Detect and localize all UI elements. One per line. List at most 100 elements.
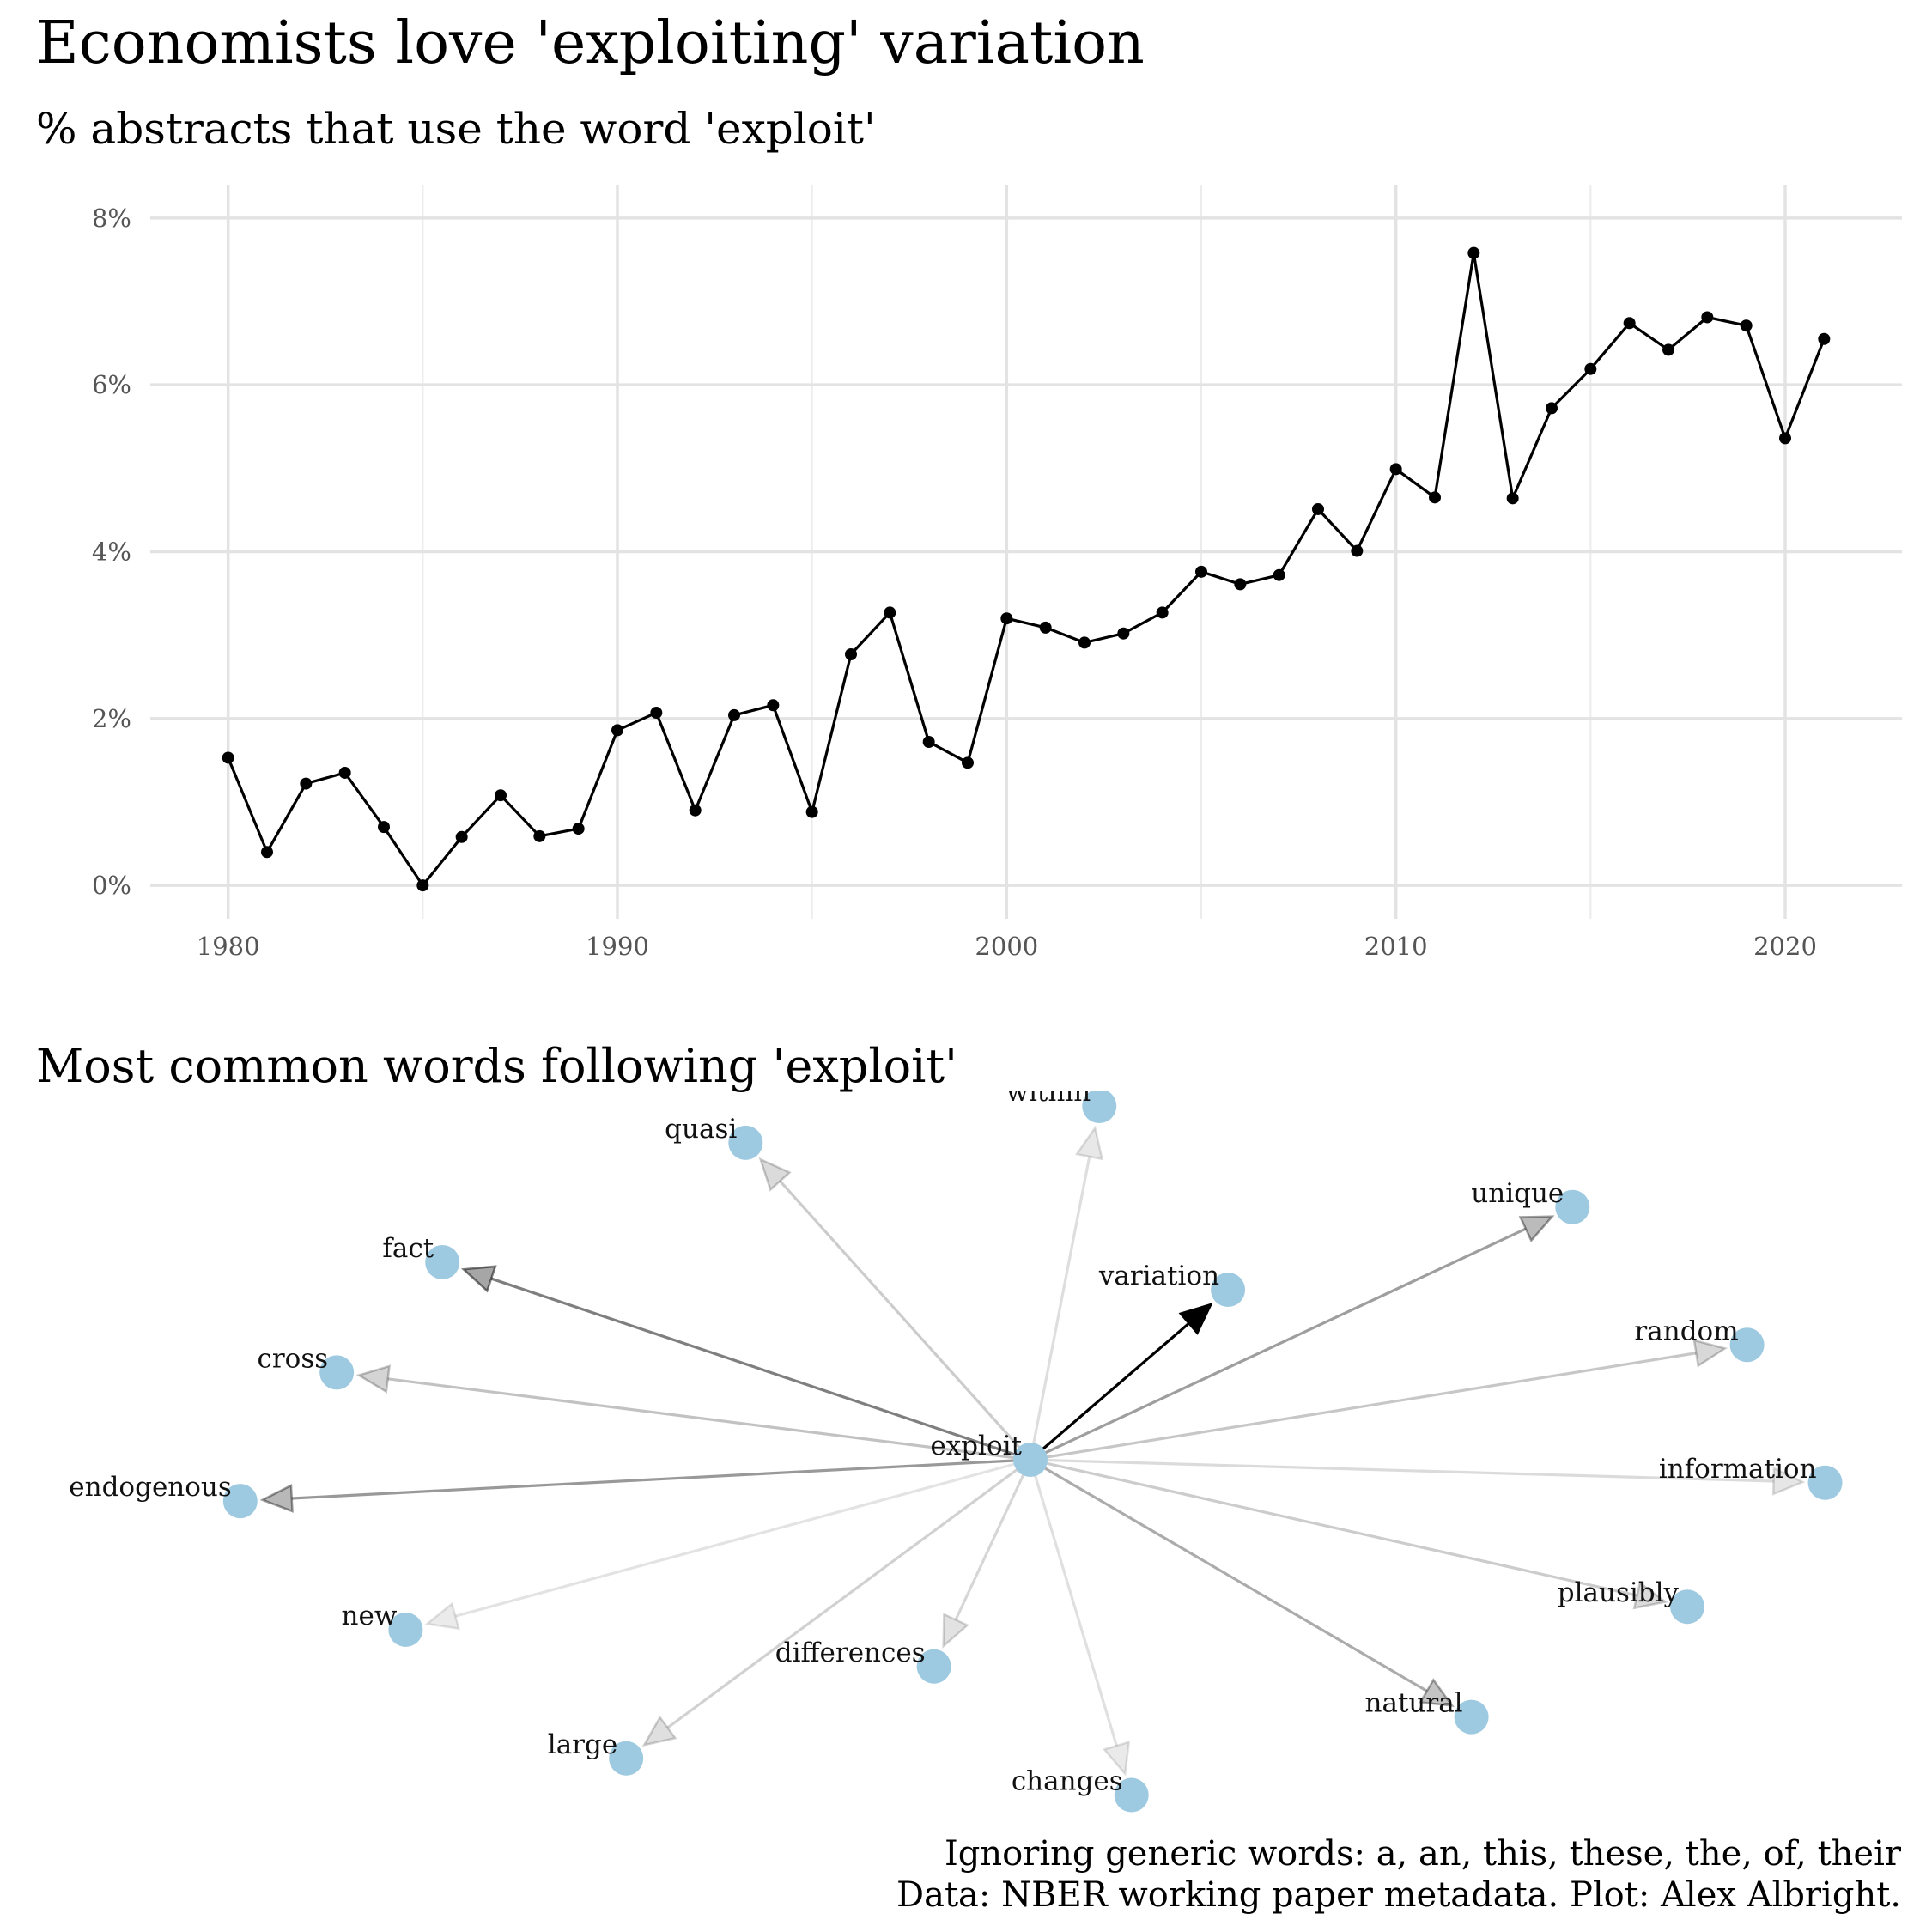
- data-point: [416, 879, 429, 892]
- nodes: [222, 1091, 1843, 1813]
- caption-line-1: Ignoring generic words: a, an, this, the…: [944, 1834, 1901, 1874]
- data-point: [495, 789, 507, 802]
- data-point: [1000, 612, 1013, 625]
- data-point: [455, 830, 468, 843]
- node-label-random: random: [1634, 1315, 1738, 1346]
- x-tick-label: 1990: [586, 932, 649, 961]
- edge-cross: [355, 1364, 1031, 1461]
- line-chart: 0% 2% 4% 6% 8% 1980 1990 2000 2010 2020: [92, 185, 1902, 961]
- caption: Ignoring generic words: a, an, this, the…: [896, 1833, 1901, 1916]
- data-point: [1429, 491, 1441, 504]
- node-label-changes: changes: [1012, 1766, 1123, 1797]
- node-label-new: new: [342, 1601, 398, 1631]
- network-chart: exploit variation fact endogenous unique natu…: [69, 1091, 1843, 1813]
- edge-variation: [1029, 1302, 1213, 1461]
- data-point: [300, 777, 313, 790]
- node-changes: [1114, 1777, 1149, 1813]
- data-point: [689, 804, 702, 817]
- edge-differences: [942, 1459, 1032, 1649]
- node-label-cross: cross: [257, 1343, 328, 1374]
- edge-new: [424, 1458, 1031, 1631]
- node-label-information: information: [1659, 1454, 1817, 1485]
- node-cross: [319, 1355, 355, 1390]
- edge-unique: [1030, 1215, 1555, 1461]
- node-variation: [1211, 1273, 1246, 1308]
- data-point: [533, 829, 546, 842]
- node-label-differences: differences: [775, 1637, 926, 1668]
- node-within: [1082, 1091, 1117, 1124]
- data-point: [1467, 246, 1480, 259]
- node-label-plausibly: plausibly: [1558, 1577, 1680, 1608]
- data-point: [922, 736, 935, 749]
- grid: [150, 185, 1902, 919]
- edge-natural: [1030, 1458, 1455, 1708]
- node-quasi: [728, 1125, 763, 1160]
- chart-title: Economists love 'exploiting' variation: [36, 9, 1145, 77]
- chart-subtitle: % abstracts that use the word 'exploit': [36, 104, 876, 154]
- data-point: [1623, 317, 1636, 330]
- data-point: [1273, 568, 1285, 581]
- x-tick-label: 2010: [1364, 932, 1428, 961]
- data-point: [611, 724, 623, 737]
- data-point: [1779, 432, 1791, 445]
- edge-endogenous: [259, 1458, 1031, 1513]
- edge-within: [1029, 1125, 1104, 1461]
- data-point: [1546, 402, 1558, 415]
- series: [222, 246, 1831, 892]
- node-plausibly: [1670, 1589, 1705, 1625]
- data-point: [962, 756, 974, 769]
- node-label-fact: fact: [382, 1233, 434, 1264]
- data-point: [1818, 332, 1831, 345]
- series-line: [227, 252, 1826, 887]
- node-label-endogenous: endogenous: [69, 1472, 232, 1503]
- data-point: [1117, 627, 1130, 640]
- data-point: [1156, 606, 1169, 619]
- node-exploit: [1013, 1443, 1048, 1477]
- axis-ticks: 0% 2% 4% 6% 8% 1980 1990 2000 2010 2020: [92, 204, 1817, 961]
- data-point: [1078, 636, 1091, 649]
- node-unique: [1555, 1189, 1590, 1224]
- edge-fact: [460, 1265, 1031, 1461]
- data-point: [805, 805, 818, 818]
- node-label-large: large: [548, 1729, 617, 1760]
- data-point: [1662, 343, 1674, 356]
- node-label-natural: natural: [1365, 1688, 1463, 1719]
- y-tick-label: 6%: [92, 370, 131, 399]
- data-point: [572, 823, 585, 835]
- node-labels: exploit variation fact endogenous unique natu…: [69, 1091, 1816, 1797]
- edge-random: [1030, 1339, 1728, 1461]
- data-point: [1389, 463, 1402, 476]
- data-point: [884, 606, 896, 619]
- data-point: [1351, 544, 1364, 557]
- node-label-variation: variation: [1098, 1261, 1219, 1291]
- edge-plausibly: [1030, 1458, 1668, 1610]
- x-tick-label: 1980: [197, 932, 260, 961]
- edge-information: [1030, 1458, 1806, 1496]
- data-point: [1312, 502, 1324, 515]
- node-endogenous: [222, 1484, 258, 1519]
- node-natural: [1454, 1699, 1489, 1735]
- node-random: [1729, 1327, 1765, 1363]
- data-point: [767, 699, 780, 712]
- data-point: [1584, 362, 1597, 375]
- edge-changes: [1029, 1459, 1131, 1777]
- data-point: [1740, 319, 1753, 332]
- data-point: [261, 846, 273, 859]
- node-label-unique: unique: [1471, 1178, 1564, 1209]
- node-label-quasi: quasi: [665, 1114, 737, 1145]
- data-point: [222, 751, 234, 764]
- data-point: [1701, 311, 1714, 324]
- edge-large: [641, 1458, 1031, 1747]
- y-tick-label: 2%: [92, 704, 131, 733]
- data-point: [650, 707, 663, 720]
- data-point: [1234, 578, 1247, 591]
- data-point: [338, 766, 351, 779]
- node-fact: [425, 1244, 460, 1279]
- node-label-exploit: exploit: [930, 1431, 1022, 1461]
- data-point: [378, 821, 390, 834]
- node-label-within: within: [1005, 1091, 1091, 1108]
- data-point: [1195, 565, 1207, 578]
- data-point: [845, 648, 857, 661]
- x-tick-label: 2020: [1753, 932, 1817, 961]
- network-title: Most common words following 'exploit': [36, 1039, 957, 1093]
